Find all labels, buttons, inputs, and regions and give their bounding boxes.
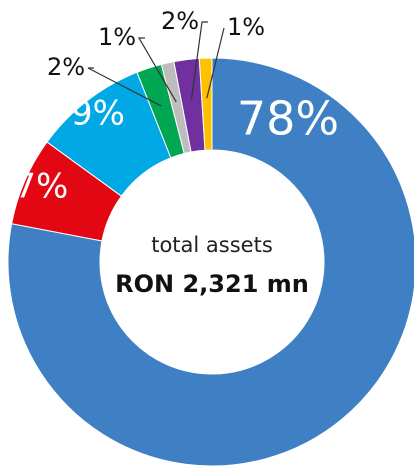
leader-line (87, 67, 162, 107)
value-label: 1% (98, 23, 136, 51)
value-label: 9% (71, 94, 125, 134)
leader-line (190, 21, 208, 100)
donut-slice (11, 141, 123, 242)
value-label: 1% (227, 13, 265, 41)
center-label: total assets (151, 233, 273, 257)
value-label: 2% (161, 7, 199, 35)
value-label: 78% (237, 92, 339, 146)
value-label: 7% (14, 167, 68, 207)
donut-slice (46, 71, 172, 197)
leader-line (137, 37, 177, 103)
value-label: 2% (47, 53, 85, 81)
donut-slice (160, 61, 192, 155)
donut-slice (136, 63, 185, 159)
leader-line (206, 27, 225, 99)
donut-slice (173, 57, 206, 153)
center-value: RON 2,321 mn (115, 270, 309, 298)
